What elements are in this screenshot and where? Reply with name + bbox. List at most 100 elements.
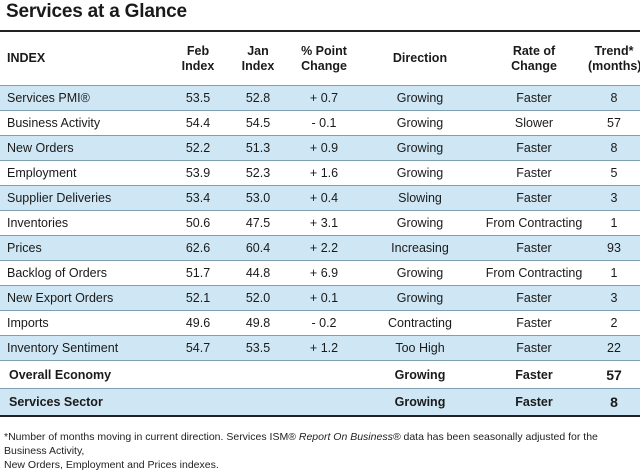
feb-value: 53.4 [185,191,211,205]
point-change-value: + 0.1 [309,291,339,305]
table-row: Imports 49.6 49.8 - 0.2 Contracting Faster 2 [0,311,640,336]
index-name: New Orders [7,141,74,155]
index-name: Employment [7,166,77,180]
point-change-value: + 1.6 [309,166,339,180]
table-row: Business Activity 54.4 54.5 - 0.1 Growing Slo… [0,111,640,136]
header-jan-index: Jan Index [228,44,288,74]
footnote-text-1: *Number of months moving in current dire… [4,431,299,443]
trend-value: 1 [610,266,618,280]
rate-of-change-value: From Contracting [485,216,583,230]
total-name: Services Sector [9,395,103,409]
table-row: Inventories 50.6 47.5 + 3.1 Growing From Cont… [0,211,640,236]
index-name: Business Activity [7,116,101,130]
footnote-text-3: New Orders, Employment and Prices indexe… [4,459,219,471]
rate-of-change-value: Faster [516,91,552,105]
rate-of-change-value: Faster [516,241,552,255]
feb-value: 52.1 [185,291,211,305]
rate-of-change-value: Faster [516,316,552,330]
point-change-value: + 0.9 [309,141,339,155]
total-name: Overall Economy [9,367,112,382]
header-trend: Trend* (months) [588,44,640,74]
direction-value: Growing [396,141,444,155]
jan-value: 53.0 [245,191,271,205]
jan-value: 54.5 [245,116,271,130]
header-rate-line1: Rate of [512,43,556,58]
header-rate-line2: Change [511,58,557,73]
point-change-value: + 0.7 [309,91,339,105]
table-body: Services PMI® 53.5 52.8 + 0.7 Growing Faster 8… [0,86,640,417]
jan-value: 52.8 [245,91,271,105]
header-rate-of-change: Rate of Change [480,44,588,74]
jan-value: 52.3 [245,166,271,180]
point-change-value: - 0.1 [311,116,337,130]
feb-value: 54.7 [185,341,211,355]
trend-value: 3 [610,191,618,205]
header-jan-line2: Index [241,58,275,73]
rate-of-change-value: Faster [516,141,552,155]
table-row: Supplier Deliveries 53.4 53.0 + 0.4 Slowing F… [0,186,640,211]
rate-of-change-value: From Contracting [485,266,583,280]
trend-value: 3 [610,291,618,305]
trend-value: 57 [607,116,621,130]
table-row: Backlog of Orders 51.7 44.8 + 6.9 Growing Fro… [0,261,640,286]
rate-of-change-value: Faster [516,191,552,205]
trend-value: 93 [607,241,621,255]
point-change-value: - 0.2 [311,316,337,330]
rate-of-change-value: Faster [516,291,552,305]
trend-value: 5 [610,166,618,180]
rate-of-change-value: Faster [516,166,552,180]
direction-value: Contracting [388,316,452,330]
point-change-value: + 3.1 [309,216,339,230]
table-row: New Export Orders 52.1 52.0 + 0.1 Growing Fas… [0,286,640,311]
header-feb-line2: Index [181,58,215,73]
jan-value: 52.0 [245,291,271,305]
index-name: Inventories [7,216,69,230]
footnote: *Number of months moving in current dire… [4,430,636,472]
page-title: Services at a Glance [6,1,187,22]
total-trend: 57 [606,366,622,383]
feb-value: 49.6 [185,316,211,330]
feb-value: 50.6 [185,216,211,230]
header-index: INDEX [7,51,46,65]
direction-value: Increasing [391,241,449,255]
table-row: Inventory Sentiment 54.7 53.5 + 1.2 Too High… [0,336,640,361]
header-chg-line1: % Point [301,43,347,58]
rate-of-change-value: Slower [514,116,554,130]
header-jan-line1: Jan [247,43,269,58]
feb-value: 52.2 [185,141,211,155]
feb-value: 62.6 [185,241,211,255]
header-trend-line2: (months) [588,58,640,73]
trend-value: 2 [610,316,618,330]
point-change-value: + 2.2 [309,241,339,255]
table-row: Employment 53.9 52.3 + 1.6 Growing Faster 5 [0,161,640,186]
trend-value: 22 [607,341,621,355]
table-header-row: INDEX Feb Index Jan Index % Point Change… [0,32,640,86]
header-trend-line1: Trend* [594,43,634,58]
jan-value: 51.3 [245,141,271,155]
trend-value: 1 [610,216,618,230]
feb-value: 53.9 [185,166,211,180]
total-row: Overall Economy Growing Faster 57 [0,361,640,389]
point-change-value: + 0.4 [309,191,339,205]
jan-value: 49.8 [245,316,271,330]
trend-value: 8 [610,91,618,105]
total-direction: Growing [394,395,446,409]
index-name: Imports [7,316,49,330]
table-row: Prices 62.6 60.4 + 2.2 Increasing Faster 93 [0,236,640,261]
header-point-change: % Point Change [288,44,360,74]
direction-value: Slowing [398,191,442,205]
total-row: Services Sector Growing Faster 8 [0,389,640,417]
table-row: Services PMI® 53.5 52.8 + 0.7 Growing Faster 8 [0,86,640,111]
feb-value: 53.5 [185,91,211,105]
header-feb-line1: Feb [186,43,210,58]
direction-value: Growing [396,291,444,305]
feb-value: 54.4 [185,116,211,130]
total-rate-of-change: Faster [515,367,553,382]
direction-value: Too High [395,341,445,355]
direction-value: Growing [396,266,444,280]
total-trend: 8 [610,394,618,410]
index-name: Supplier Deliveries [7,191,112,205]
direction-value: Growing [396,216,444,230]
header-feb-index: Feb Index [168,44,228,74]
jan-value: 44.8 [245,266,271,280]
